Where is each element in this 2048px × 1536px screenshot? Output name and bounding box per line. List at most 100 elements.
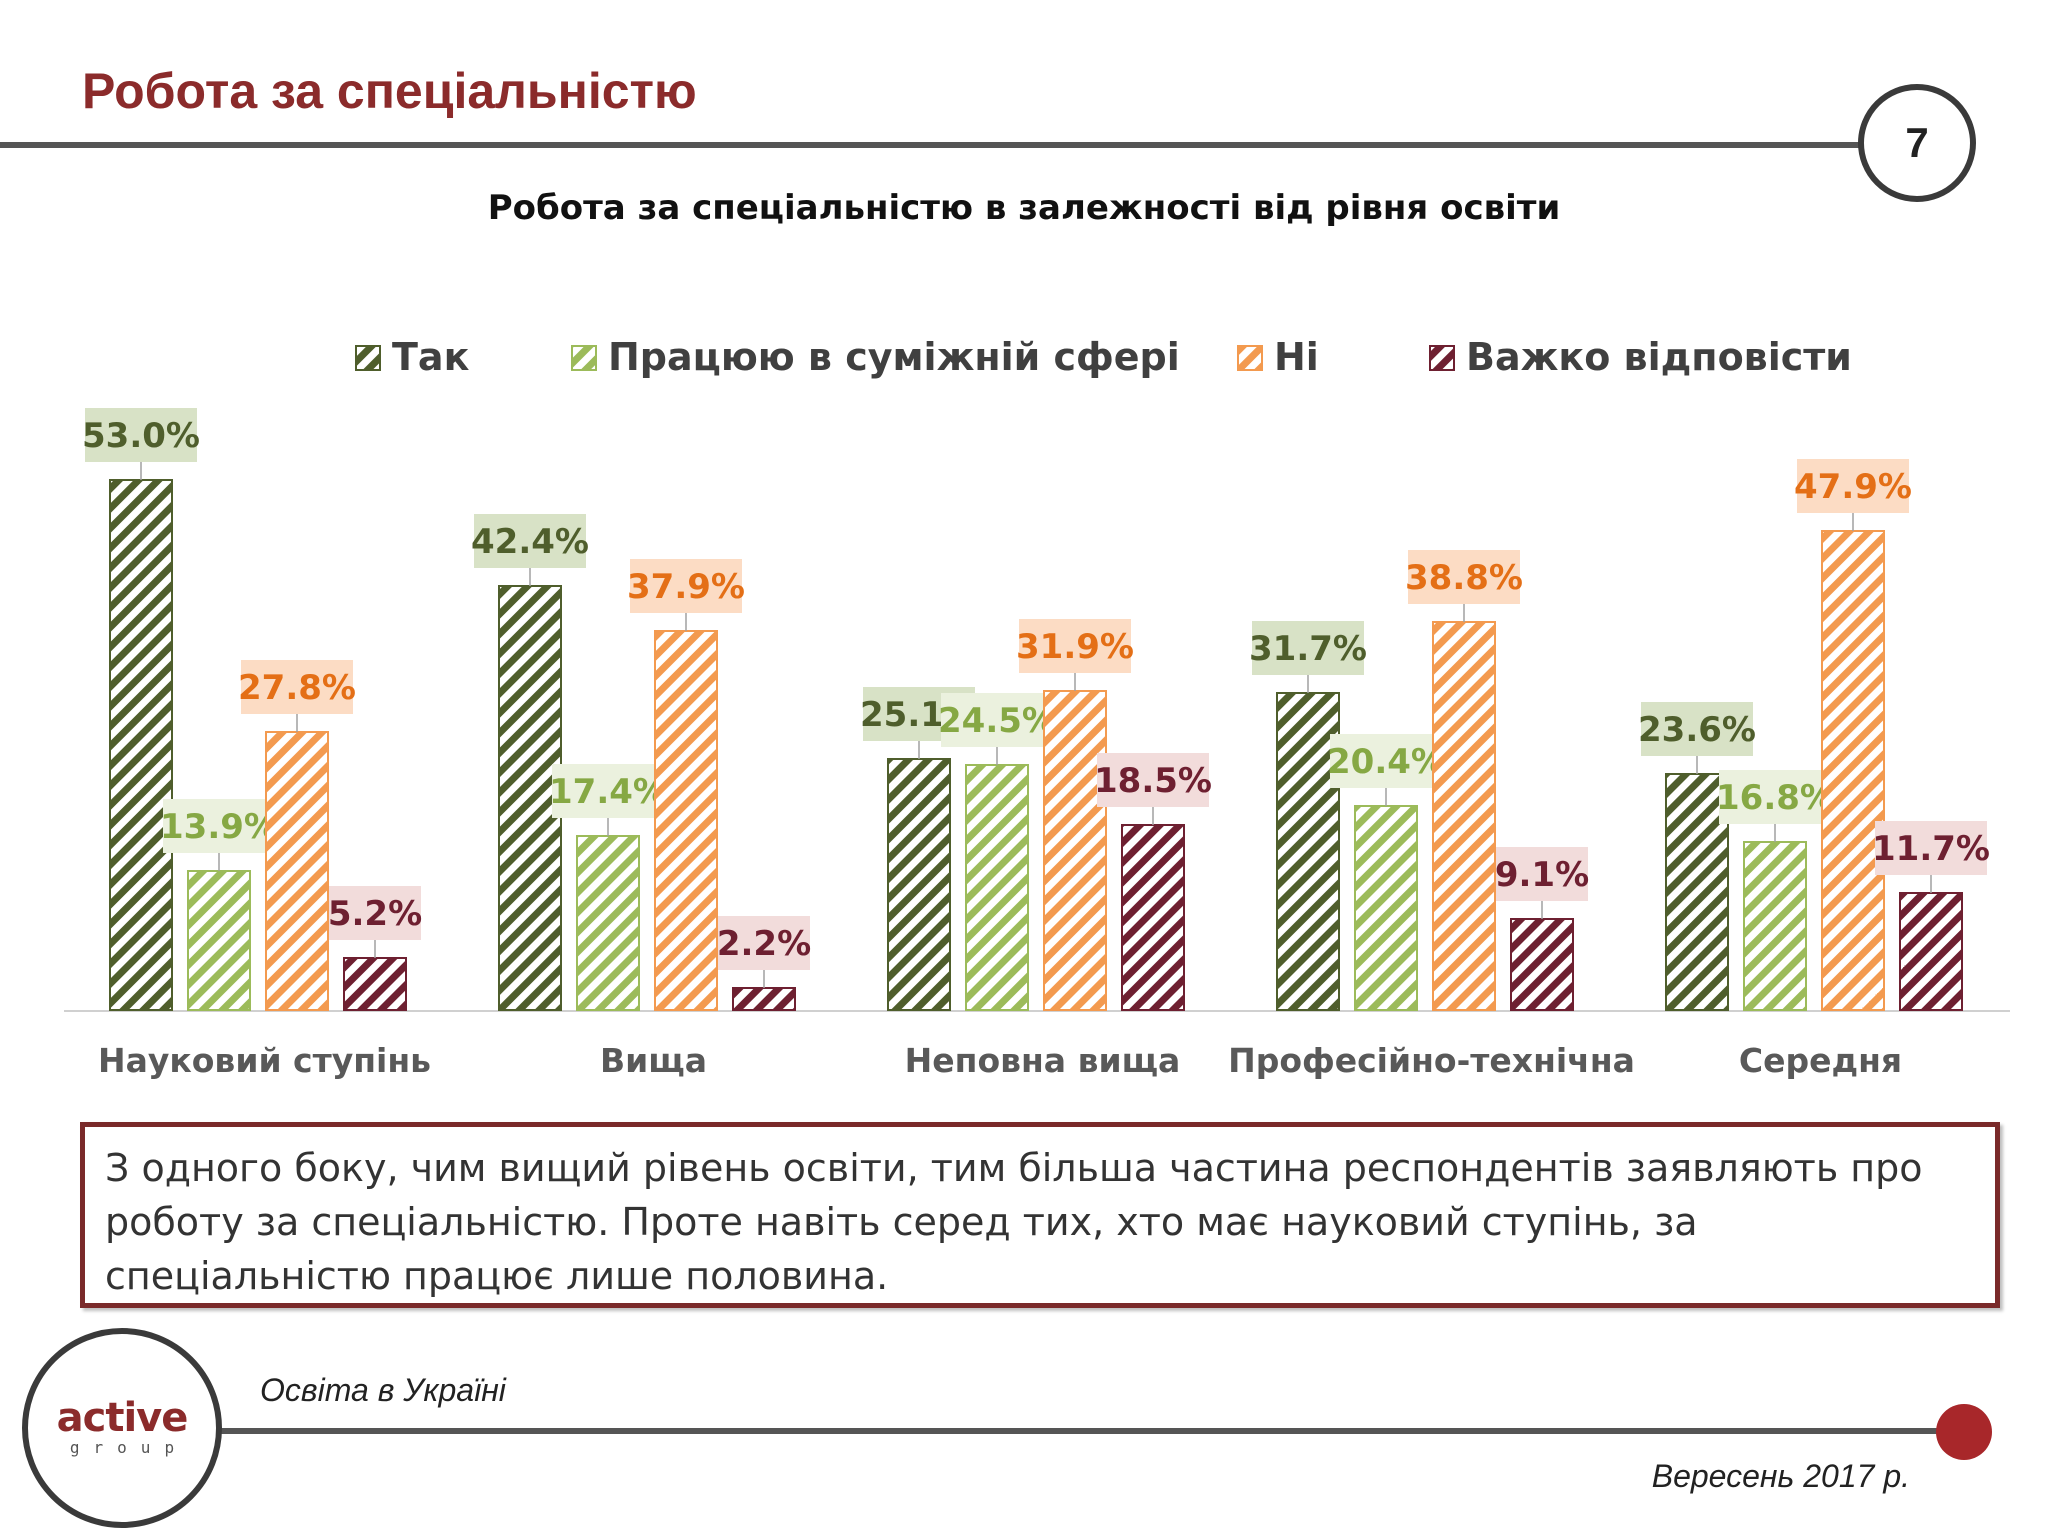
data-label: 31.7% — [1249, 621, 1367, 693]
data-label: 2.2% — [717, 916, 811, 988]
data-label: 53.0% — [82, 408, 200, 480]
bar-4-1 — [1743, 841, 1807, 1011]
title-divider — [0, 142, 1860, 148]
data-label-box — [630, 559, 742, 613]
logo-subtitle: group — [69, 1438, 189, 1457]
chart-legend: Так Працюю в суміжній сфері Ні Важко відпов… — [355, 335, 1852, 379]
data-label-box — [1097, 753, 1209, 807]
bar-1-1 — [576, 835, 640, 1011]
data-label-text: 17.4% — [549, 772, 667, 812]
category-label: Професійно-технічна — [1228, 1041, 1635, 1080]
legend-swatch — [355, 345, 381, 371]
data-label-box — [1408, 550, 1520, 604]
data-label-text: 37.9% — [627, 567, 745, 607]
data-label-box — [1330, 734, 1442, 788]
category-label: Неповна вища — [905, 1041, 1181, 1080]
data-label: 24.5% — [938, 693, 1056, 765]
data-label-text: 31.9% — [1016, 627, 1134, 667]
footer-report-name: Освіта в Україні — [260, 1372, 506, 1408]
data-label: 11.7% — [1872, 821, 1990, 893]
bar-1-3 — [732, 987, 796, 1011]
data-label-text: 5.2% — [328, 894, 422, 934]
data-label-box — [1875, 821, 1987, 875]
data-label-box — [718, 916, 810, 970]
data-label: 16.8% — [1716, 770, 1834, 842]
data-label-box — [329, 886, 421, 940]
chart-plot: 53.0% 13.9% 27.8% 5.2% Науковий ступінь 42.4%… — [64, 408, 2010, 1080]
bar-chart: Так Працюю в суміжній сфері Ні Важко відпов… — [64, 335, 2010, 1080]
data-label: 47.9% — [1794, 459, 1912, 531]
bar-4-2 — [1821, 530, 1885, 1011]
data-label: 9.1% — [1495, 847, 1589, 919]
data-label-text: 31.7% — [1249, 629, 1367, 669]
logo-wordmark: active — [56, 1395, 189, 1441]
bar-0-3 — [343, 957, 407, 1011]
footer-dot-decoration — [1936, 1404, 1992, 1460]
bar-1-0 — [498, 585, 562, 1011]
footer-divider — [210, 1428, 1970, 1434]
data-label-box — [552, 764, 664, 818]
bar-3-2 — [1432, 621, 1496, 1011]
data-label-box — [1019, 619, 1131, 673]
summary-note: З одного боку, чим вищий рівень освіти, … — [80, 1122, 2000, 1308]
data-label: 17.4% — [549, 764, 667, 836]
bar-3-1 — [1354, 805, 1418, 1011]
legend-item-2: Ні — [1237, 335, 1319, 379]
data-label-box — [1496, 847, 1588, 901]
bar-2-0 — [887, 758, 951, 1011]
data-label-box — [1641, 702, 1753, 756]
data-label-text: 24.5% — [938, 701, 1056, 741]
category-label: Науковий ступінь — [98, 1041, 431, 1080]
legend-item-1: Працюю в суміжній сфері — [571, 335, 1180, 379]
data-label-text: 2.2% — [717, 924, 811, 964]
data-label-box — [1797, 459, 1909, 513]
data-label-box — [1719, 770, 1831, 824]
data-label-box — [163, 799, 275, 853]
bar-1-2 — [654, 630, 718, 1011]
bar-0-2 — [265, 731, 329, 1011]
data-label-text: 11.7% — [1872, 829, 1990, 869]
legend-item-0: Так — [355, 335, 470, 379]
legend-label: Важко відповісти — [1466, 335, 1852, 379]
data-label: 23.6% — [1638, 702, 1756, 774]
legend-swatch — [1237, 345, 1263, 371]
category-label: Вища — [600, 1041, 707, 1080]
data-label-box — [85, 408, 197, 462]
data-label-text: 38.8% — [1405, 558, 1523, 598]
data-label-box — [241, 660, 353, 714]
bar-3-3 — [1510, 918, 1574, 1011]
slide-title: Робота за спеціальністю — [82, 63, 697, 119]
data-label-text: 20.4% — [1327, 742, 1445, 782]
bar-0-0 — [109, 479, 173, 1011]
legend-label: Так — [392, 335, 470, 379]
data-label-text: 18.5% — [1094, 761, 1212, 801]
data-label-box — [474, 514, 586, 568]
data-label-text: 23.6% — [1638, 710, 1756, 750]
bar-4-3 — [1899, 892, 1963, 1011]
bar-2-3 — [1121, 824, 1185, 1011]
data-label-box — [941, 693, 1053, 747]
bar-4-0 — [1665, 773, 1729, 1011]
data-label: 13.9% — [160, 799, 278, 871]
summary-note-text: З одного боку, чим вищий рівень освіти, … — [105, 1146, 1923, 1298]
chart-title: Робота за спеціальністю в залежності від… — [487, 188, 1561, 228]
data-label: 37.9% — [627, 559, 745, 631]
page-number: 7 — [1905, 119, 1929, 166]
bar-2-2 — [1043, 690, 1107, 1011]
data-label-text: 42.4% — [471, 522, 589, 562]
data-label-text: 9.1% — [1495, 855, 1589, 895]
legend-swatch — [571, 345, 597, 371]
data-label: 31.9% — [1016, 619, 1134, 691]
data-label: 20.4% — [1327, 734, 1445, 806]
data-label-text: 16.8% — [1716, 778, 1834, 818]
data-label-text: 27.8% — [238, 668, 356, 708]
category-label: Середня — [1739, 1041, 1902, 1080]
legend-item-3: Важко відповісти — [1429, 335, 1852, 379]
data-label-box — [1252, 621, 1364, 675]
data-label: 27.8% — [238, 660, 356, 732]
data-label: 5.2% — [328, 886, 422, 958]
data-label: 42.4% — [471, 514, 589, 586]
data-label: 18.5% — [1094, 753, 1212, 825]
bar-3-0 — [1276, 692, 1340, 1011]
legend-label: Ні — [1274, 335, 1319, 379]
